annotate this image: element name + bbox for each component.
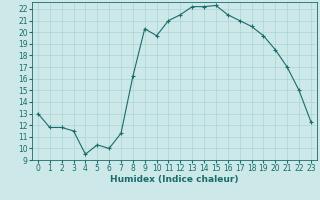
X-axis label: Humidex (Indice chaleur): Humidex (Indice chaleur) [110,175,239,184]
